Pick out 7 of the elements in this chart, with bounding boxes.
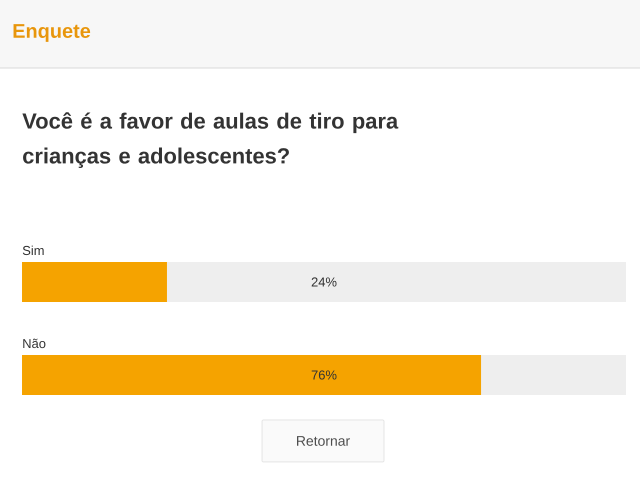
data-label: 24% [312, 277, 337, 287]
chart-title: Enquete [14, 24, 90, 42]
y-tick-label: Não [23, 338, 46, 348]
data-label: 76% [312, 370, 337, 380]
text: Retornar [297, 436, 350, 446]
chart-subtitle: Você é a favor de aulas de tiro para crianças e adolescentes? [22, 112, 398, 168]
y-tick-label: Sim [22, 246, 44, 256]
